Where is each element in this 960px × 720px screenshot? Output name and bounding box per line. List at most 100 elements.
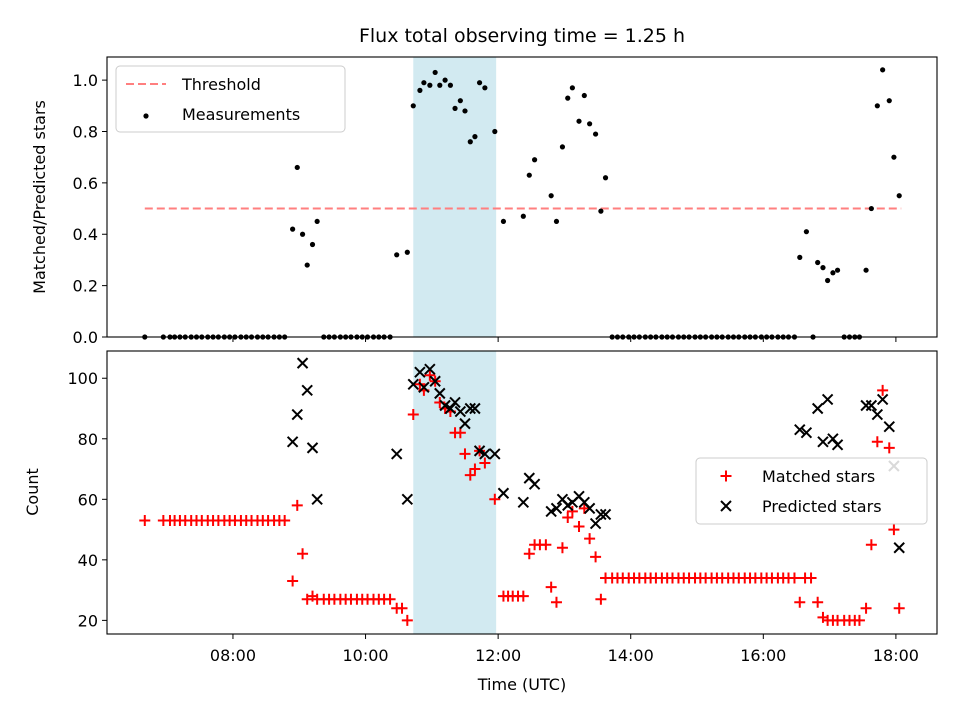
- predicted-stars-point-5: [311, 493, 323, 506]
- top-legend: Threshold Measurements: [115, 65, 346, 133]
- predicted-stars-point-10: [418, 381, 430, 394]
- measurements-point-58: [476, 80, 483, 86]
- predicted-stars-point-18: [459, 417, 471, 430]
- measurements-point-44: [404, 249, 410, 255]
- top-legend-label: Measurements: [182, 105, 300, 124]
- matched-stars-point-131: [877, 384, 889, 396]
- x-tick-label: 08:00: [210, 646, 256, 665]
- matched-stars-point-127: [853, 614, 865, 626]
- predicted-stars-point-13: [434, 387, 446, 400]
- matched-stars-point-56: [459, 448, 471, 460]
- matched-stars-point-130: [871, 436, 883, 448]
- measurements-point-54: [457, 98, 463, 104]
- bottom-axes-frame: [106, 350, 938, 635]
- measurements-point-70: [576, 118, 582, 124]
- x-tick-label: 16:00: [740, 646, 786, 665]
- predicted-stars-point-8: [407, 378, 419, 391]
- matched-stars-point-133: [888, 524, 900, 536]
- measurements-point-59: [482, 85, 488, 91]
- bottom-y-tick-label: 80: [78, 430, 98, 449]
- measurements-point-115: [825, 277, 831, 284]
- matched-stars-point-0: [139, 514, 151, 526]
- predicted-stars-point-29: [550, 502, 563, 515]
- predicted-stars-point-23: [489, 448, 501, 460]
- predicted-stars-point-43: [821, 393, 834, 406]
- predicted-stars-point-16: [449, 396, 461, 409]
- predicted-stars-point-2: [296, 357, 309, 369]
- measurements-point-47: [421, 80, 427, 86]
- measurements-point-29: [314, 218, 320, 225]
- measurements-point-26: [299, 231, 306, 237]
- measurements-point-74: [598, 208, 604, 214]
- matched-stars-point-66: [517, 590, 529, 602]
- predicted-stars-point-20: [469, 402, 481, 415]
- measurements-point-128: [896, 193, 902, 199]
- predicted-stars-point-45: [831, 439, 844, 451]
- predicted-stars-point-50: [883, 420, 895, 433]
- x-tick-label: 14:00: [608, 646, 654, 665]
- measurements-point-117: [834, 267, 841, 273]
- matched-stars-point-76: [573, 521, 585, 533]
- measurements-point-71: [581, 92, 587, 99]
- predicted-stars-point-7: [401, 493, 414, 506]
- matched-stars-point-58: [469, 463, 481, 475]
- predicted-stars-point-19: [464, 402, 476, 415]
- measurements-point-53: [452, 105, 458, 111]
- predicted-stars-point-17: [454, 405, 467, 418]
- measurements-point-60: [492, 128, 498, 135]
- measurements-point-51: [442, 77, 448, 83]
- measurements-point-75: [602, 175, 609, 181]
- matched-stars-point-74: [562, 511, 574, 523]
- top-axes-frame: [106, 56, 938, 338]
- measurements-point-64: [531, 157, 538, 163]
- matched-stars-point-129: [865, 539, 877, 551]
- bottom-panel-ylabel: Count: [23, 468, 42, 516]
- bottom-legend: Matched stars Predicted stars: [695, 457, 928, 525]
- measurements-point-24: [290, 226, 296, 232]
- measurements-point-45: [410, 103, 416, 109]
- matched-stars-point-118: [794, 596, 806, 608]
- matched-stars-legend-icon: [720, 470, 732, 482]
- measurements-legend-icon: [143, 113, 149, 119]
- measurements-point-50: [437, 82, 443, 88]
- matched-stars-point-46: [407, 409, 419, 421]
- matched-stars-point-117: [805, 572, 817, 584]
- top-y-tick-label: 0.2: [73, 277, 98, 296]
- matched-stars-point-75: [566, 505, 578, 517]
- top-highlight-span: [413, 57, 497, 337]
- predicted-stars-point-37: [595, 508, 607, 521]
- measurements-point-43: [394, 252, 400, 258]
- x-axis-label: Time (UTC): [477, 675, 566, 694]
- predicted-stars-point-48: [871, 408, 884, 421]
- matched-stars-point-73: [556, 542, 568, 554]
- bottom-legend-box: [695, 457, 928, 525]
- measurements-point-65: [548, 193, 554, 199]
- x-tick-label: 18:00: [873, 646, 919, 665]
- matched-stars-point-55: [454, 427, 466, 439]
- bottom-legend-label: Predicted stars: [762, 497, 882, 516]
- predicted-stars-point-6: [390, 448, 403, 460]
- measurements-point-69: [569, 85, 575, 91]
- top-y-tick-label: 0.6: [73, 174, 98, 193]
- measurements-point-127: [891, 154, 897, 160]
- measurements-point-56: [467, 139, 473, 145]
- predicted-stars-point-49: [876, 393, 889, 406]
- predicted-stars-point-42: [817, 436, 829, 448]
- predicted-stars-point-36: [589, 517, 602, 530]
- measurements-point-62: [520, 213, 526, 219]
- predicted-stars-point-40: [800, 427, 813, 439]
- matched-stars-point-119: [812, 596, 824, 608]
- predicted-stars-legend-icon: [720, 500, 732, 512]
- measurements-point-63: [526, 172, 532, 178]
- measurements-point-55: [462, 108, 468, 114]
- predicted-stars-point-4: [306, 442, 319, 454]
- measurements-point-122: [863, 267, 869, 273]
- matched-stars-point-134: [893, 602, 905, 614]
- measurements-point-46: [417, 87, 423, 93]
- top-legend-box: [115, 65, 346, 133]
- matched-stars-point-23: [279, 514, 291, 526]
- bottom-y-tick-label: 100: [67, 369, 98, 388]
- predicted-stars-point-39: [794, 423, 806, 436]
- measurements-point-72: [587, 121, 593, 127]
